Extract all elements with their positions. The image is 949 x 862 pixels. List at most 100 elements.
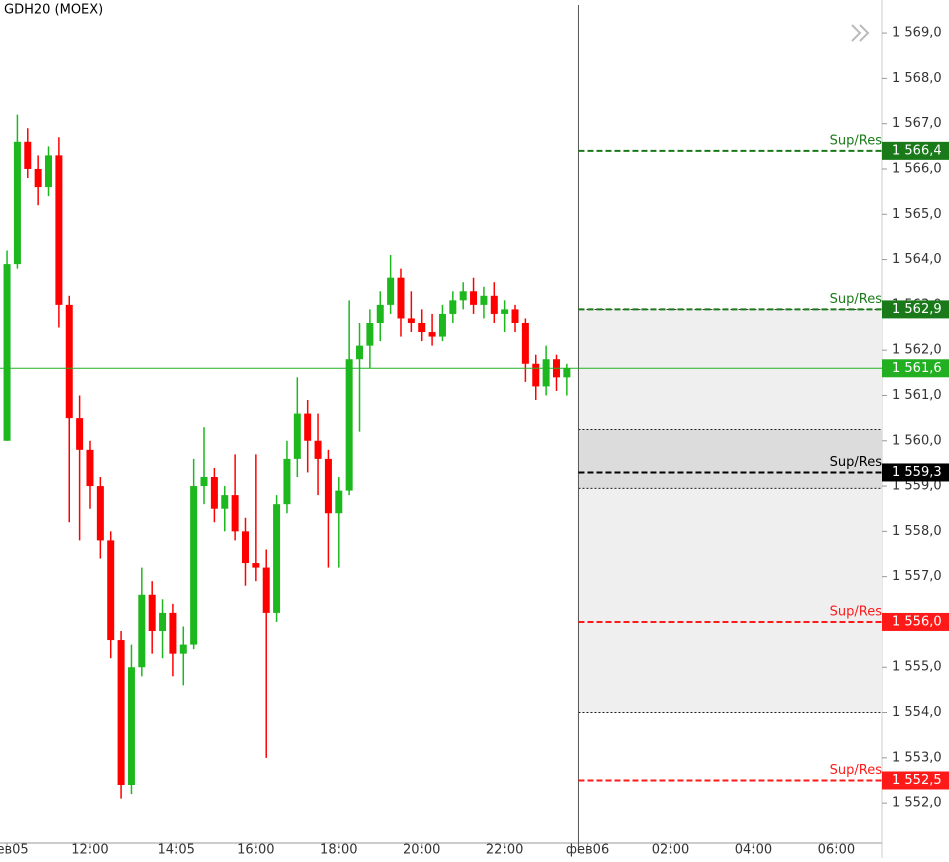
candle-body — [501, 309, 509, 314]
candle-body — [563, 368, 571, 378]
candle-body — [542, 359, 550, 387]
candle-body — [200, 476, 208, 487]
y-tick-label: 1 569,0 — [892, 26, 942, 41]
candle-body — [117, 640, 125, 786]
candle-body — [428, 332, 436, 337]
x-tick-label: 04:00 — [735, 843, 772, 858]
level-label: 1 556,0 — [892, 614, 942, 629]
candle-body — [366, 322, 374, 346]
candle-body — [376, 304, 384, 323]
level-name: Sup/Res — [830, 292, 883, 307]
candle-body — [138, 594, 146, 668]
candle-body — [45, 155, 53, 188]
candle-body — [324, 458, 332, 514]
y-tick-label: 1 560,0 — [892, 433, 942, 448]
candle-body — [241, 531, 249, 564]
candle-body — [86, 449, 94, 487]
expand-icon[interactable] — [851, 24, 870, 42]
x-tick-label: фев05 — [0, 843, 29, 858]
y-tick-label: 1 555,0 — [892, 660, 942, 675]
level-label: 1 562,9 — [892, 302, 942, 317]
x-tick-label: 16:00 — [237, 843, 274, 858]
y-tick-label: 1 564,0 — [892, 252, 942, 267]
y-tick-label: 1 554,0 — [892, 705, 942, 720]
y-tick-label: 1 562,0 — [892, 343, 942, 358]
chart-title: GDH20 (MOEX) — [4, 3, 103, 18]
candle-body — [345, 359, 353, 491]
x-tick-label: 22:00 — [486, 843, 523, 858]
x-tick-label: 14:05 — [157, 843, 194, 858]
x-tick-label: 18:00 — [320, 843, 357, 858]
candle-body — [459, 291, 467, 301]
candle-body — [387, 277, 395, 305]
candle-body — [252, 563, 260, 568]
level-box — [882, 141, 949, 160]
y-tick-label: 1 559,0 — [892, 479, 942, 494]
candle-body — [480, 295, 488, 305]
level-box — [882, 300, 949, 319]
y-tick-label: 1 558,0 — [892, 524, 942, 539]
x-tick-label: 20:00 — [403, 843, 440, 858]
level-name: Sup/Res — [830, 133, 883, 148]
candle-body — [190, 486, 198, 645]
candle-body — [169, 612, 177, 654]
candle-body — [210, 476, 218, 509]
candle-body — [418, 322, 426, 333]
level-box — [882, 612, 949, 631]
y-tick-label: 1 552,0 — [892, 796, 942, 811]
level-name: Sup/Res — [830, 604, 883, 619]
candle-body — [532, 363, 540, 387]
candle-body — [96, 486, 104, 541]
candle-body — [107, 540, 115, 641]
level-name: Sup/Res — [830, 455, 883, 470]
candle-body — [148, 594, 156, 632]
candle-body — [314, 440, 322, 459]
candle-body — [159, 612, 167, 632]
candle-body — [293, 413, 301, 459]
level-box — [882, 771, 949, 790]
level-box — [882, 463, 949, 482]
zone — [578, 309, 882, 713]
level-label: 1 566,4 — [892, 143, 942, 158]
candle-body — [179, 644, 187, 654]
candle-body — [407, 318, 415, 323]
candle-body — [262, 567, 270, 613]
candle-body — [24, 141, 32, 169]
candle-body — [490, 295, 498, 314]
candle-body — [3, 264, 11, 441]
candle-body — [438, 313, 446, 337]
y-tick-label: 1 568,0 — [892, 71, 942, 86]
candle-body — [397, 277, 405, 319]
x-tick-label: 02:00 — [652, 843, 689, 858]
level-label: 1 552,5 — [892, 773, 942, 788]
y-tick-label: 1 553,0 — [892, 750, 942, 765]
y-tick-label: 1 561,0 — [892, 388, 942, 403]
candle-body — [470, 291, 478, 305]
candle-body — [335, 490, 343, 514]
candle-body — [521, 322, 529, 364]
last-price-label: 1 561,6 — [892, 361, 942, 376]
candle-body — [34, 168, 42, 188]
x-tick-label: фев06 — [566, 843, 609, 858]
candle-body — [283, 458, 291, 505]
zone — [578, 429, 882, 489]
candle-body — [511, 309, 519, 323]
candle-body — [221, 495, 229, 509]
candle-body — [273, 504, 281, 613]
candle-body — [127, 667, 135, 786]
candle-body — [76, 418, 84, 450]
x-tick-label: 12:00 — [71, 843, 108, 858]
last-price-box — [882, 359, 949, 378]
y-tick-label: 1 565,0 — [892, 207, 942, 222]
y-tick-label: 1 567,0 — [892, 116, 942, 131]
x-tick-label: 06:00 — [818, 843, 855, 858]
level-label: 1 559,3 — [892, 465, 942, 480]
candle-body — [55, 155, 63, 305]
y-tick-label: 1 557,0 — [892, 569, 942, 584]
candle-body — [449, 300, 457, 314]
candle-body — [304, 413, 312, 441]
level-name: Sup/Res — [830, 763, 883, 778]
candle-body — [13, 141, 21, 265]
candle-body — [356, 345, 364, 360]
